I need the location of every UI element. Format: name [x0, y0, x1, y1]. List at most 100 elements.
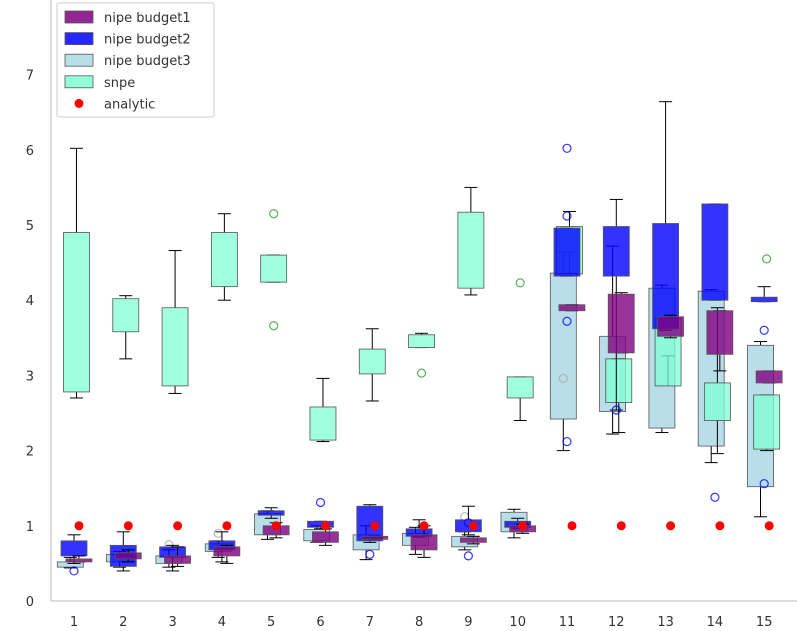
- box-nipe-budget1-13: [657, 314, 684, 339]
- box-body: [605, 358, 633, 403]
- flier-nipe-budget2-11-1: [562, 211, 572, 221]
- legend-item-nipe-budget2: nipe budget2: [64, 32, 191, 48]
- legend-label-nipe-budget3: nipe budget3: [104, 54, 191, 69]
- x-tick-label-8: 8: [415, 615, 423, 630]
- flier-nipe-budget3-11-0: [558, 373, 568, 384]
- flier-nipe-budget2-9-0: [463, 551, 473, 561]
- flier-nipe-budget2-15-1: [759, 479, 769, 489]
- x-tick-label-12: 12: [608, 615, 625, 630]
- y-tick-label-4: 4: [26, 294, 34, 309]
- flier-nipe-budget2-6-0: [315, 497, 326, 508]
- analytic-point-9: [468, 521, 478, 531]
- box-body: [213, 546, 241, 557]
- y-tick-label-0: 0: [26, 595, 34, 610]
- box-snpe-2: [112, 295, 140, 360]
- box-body: [210, 232, 238, 288]
- box-nipe-budget2-1: [60, 534, 88, 576]
- flier-snpe-8-0: [416, 368, 427, 378]
- x-tick-label-10: 10: [509, 615, 526, 630]
- box-nipe-budget1-2: [114, 549, 142, 563]
- legend-label-analytic: analytic: [104, 97, 155, 112]
- x-tick-label-14: 14: [707, 615, 724, 630]
- box-nipe-budget1-9: [459, 535, 487, 545]
- box-body: [657, 316, 684, 337]
- box-nipe-budget1-12: [607, 292, 635, 354]
- box-nipe-budget2-5: [257, 507, 285, 519]
- box-body: [457, 211, 485, 289]
- flier-nipe-budget2-1-0: [69, 566, 79, 576]
- x-tick-label-13: 13: [657, 615, 674, 630]
- legend-frame: [56, 2, 215, 118]
- box-nipe-budget2-7: [356, 504, 384, 559]
- legend-item-analytic: analytic: [74, 97, 155, 112]
- box-body: [703, 382, 731, 421]
- box-body: [312, 531, 339, 543]
- analytic-point-1: [74, 521, 84, 531]
- box-body: [164, 555, 191, 564]
- box-body: [753, 394, 781, 450]
- y-tick-label-1: 1: [26, 520, 34, 535]
- y-tick-label-3: 3: [26, 369, 34, 384]
- box-body: [257, 510, 285, 516]
- box-body: [602, 226, 630, 277]
- x-tick-label-6: 6: [316, 615, 324, 630]
- box-body: [408, 334, 435, 348]
- box-body: [549, 272, 577, 420]
- flier-nipe-budget2-14-0: [710, 492, 720, 502]
- box-body: [410, 534, 438, 551]
- box-nipe-budget1-1: [65, 555, 93, 563]
- legend-swatch-nipe-budget1: [64, 10, 94, 24]
- analytic-point-7: [370, 521, 380, 531]
- box-snpe-9: [457, 186, 485, 296]
- box-body: [361, 535, 389, 540]
- x-tick-label-2: 2: [119, 615, 127, 630]
- box-nipe-budget2-9: [454, 505, 482, 561]
- y-tick-label-5: 5: [26, 219, 34, 234]
- legend-swatch-snpe: [64, 75, 94, 89]
- box-body: [63, 232, 90, 393]
- analytic-points: [74, 521, 774, 531]
- boxes-layer: [56, 101, 783, 576]
- x-tick-label-3: 3: [168, 615, 176, 630]
- flier-nipe-budget2-11-3: [562, 436, 572, 447]
- box-snpe-6: [309, 377, 337, 443]
- box-body: [356, 505, 384, 542]
- analytic-point-12: [616, 521, 626, 531]
- legend-item-snpe: snpe: [64, 75, 135, 91]
- box-body: [553, 227, 581, 277]
- x-tick-label-5: 5: [267, 615, 275, 630]
- analytic-point-10: [518, 521, 528, 531]
- box-snpe-7: [358, 328, 386, 402]
- legend-swatch-analytic: [74, 98, 84, 108]
- box-snpe-8: [408, 332, 435, 378]
- x-tick-label-9: 9: [464, 615, 472, 630]
- box-body: [706, 310, 734, 355]
- x-tick-label-11: 11: [559, 615, 576, 630]
- y-tick-label-6: 6: [26, 144, 34, 159]
- box-body: [260, 254, 288, 283]
- box-body: [56, 561, 84, 568]
- flier-snpe-5-1: [269, 321, 279, 331]
- box-snpe-10: [506, 278, 534, 422]
- flier-nipe-budget2-15-0: [759, 325, 769, 335]
- box-snpe-3: [161, 250, 189, 394]
- flier-snpe-10-0: [515, 278, 525, 288]
- analytic-point-11: [567, 521, 577, 531]
- box-nipe-budget1-14: [706, 310, 734, 372]
- box-nipe-budget2-13: [652, 101, 679, 331]
- x-tick-label-1: 1: [70, 615, 78, 630]
- box-body: [65, 558, 93, 563]
- analytic-point-6: [321, 521, 330, 531]
- legend-label-nipe-budget1: nipe budget1: [104, 11, 191, 26]
- flier-nipe-budget2-11-2: [562, 316, 572, 326]
- y-tick-label-7: 7: [26, 69, 34, 84]
- y-tick-label-2: 2: [26, 445, 34, 460]
- box-body: [459, 537, 487, 543]
- box-nipe-budget2-11: [553, 143, 581, 447]
- box-snpe-12: [605, 358, 633, 434]
- box-body: [358, 348, 386, 375]
- legend: nipe budget1 nipe budget2 nipe budget3 snpe…: [56, 2, 215, 118]
- box-body: [652, 223, 679, 330]
- box-nipe-budget2-2: [109, 531, 137, 572]
